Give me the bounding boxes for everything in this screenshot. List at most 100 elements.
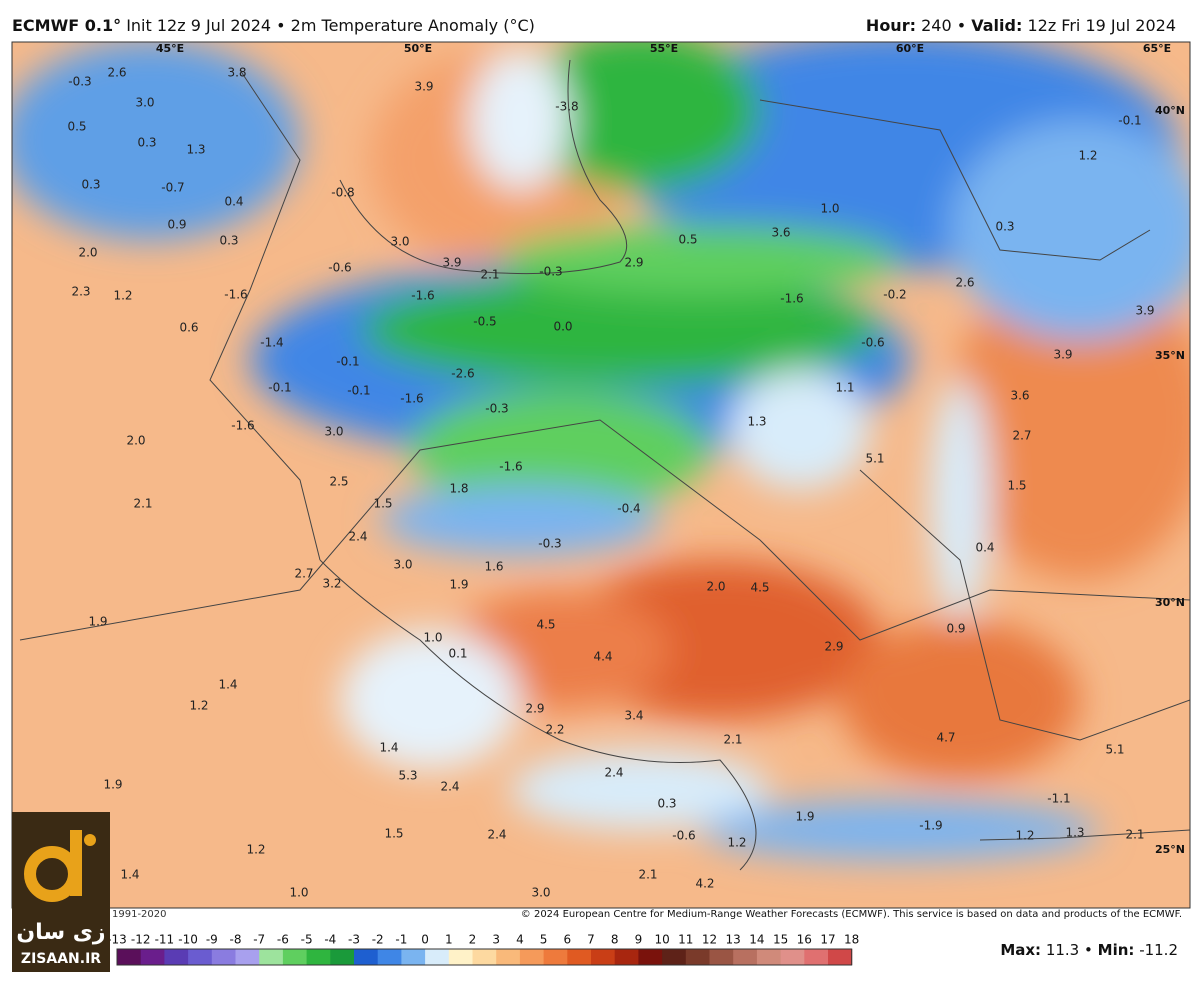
anomaly-label: 1.9: [88, 615, 107, 629]
latitude-label: 30°N: [1155, 596, 1185, 609]
colorbar-swatch: [519, 949, 545, 965]
anomaly-label: 2.9: [624, 256, 643, 270]
anomaly-label: 3.0: [135, 96, 154, 110]
anomaly-label: -0.8: [331, 186, 354, 200]
anomaly-label: 2.7: [1012, 429, 1031, 443]
anomaly-label: 3.2: [322, 577, 341, 591]
colorbar-tick-label: 7: [587, 933, 595, 947]
anomaly-label: -0.5: [473, 315, 496, 329]
anomaly-label: 1.9: [103, 778, 122, 792]
anomaly-label: -1.6: [780, 292, 803, 306]
anomaly-label: 1.2: [1078, 149, 1097, 163]
colorbar-swatch: [733, 949, 758, 965]
anomaly-label: 2.0: [78, 246, 97, 260]
anomaly-label: 2.4: [487, 828, 506, 842]
anomaly-label: 0.0: [553, 320, 572, 334]
stats: Max: 11.3 • Min: -11.2: [1000, 941, 1178, 959]
anomaly-label: 2.1: [638, 868, 657, 882]
anomaly-label: 1.0: [289, 886, 308, 900]
anomaly-label: 1.1: [835, 381, 854, 395]
colorbar-tick-label: 15: [773, 933, 788, 947]
anomaly-label: 0.3: [995, 220, 1014, 234]
min-label: Min:: [1097, 941, 1135, 959]
colorbar-swatch: [756, 949, 782, 965]
colorbar-swatch: [472, 949, 497, 965]
colorbar-tick-label: -11: [155, 933, 175, 947]
anomaly-label: 4.4: [593, 650, 612, 664]
colorbar-tick-label: 12: [702, 933, 717, 947]
anomaly-label: 5.1: [865, 452, 884, 466]
colorbar-swatch: [282, 949, 308, 965]
colorbar-swatch: [330, 949, 355, 965]
climate-period: 1991-2020: [112, 909, 167, 920]
anomaly-label: -1.6: [231, 419, 254, 433]
colorbar-swatch: [591, 949, 616, 965]
colorbar-swatch: [188, 949, 213, 965]
valid-label: Valid:: [971, 16, 1023, 35]
anomaly-label: -0.6: [672, 829, 695, 843]
anomaly-label: 0.4: [224, 195, 243, 209]
colorbar-tick-label: 1: [445, 933, 453, 947]
anomaly-label: 1.8: [449, 482, 468, 496]
colorbar-tick-label: -6: [277, 933, 289, 947]
anomaly-label: 1.2: [1015, 829, 1034, 843]
copyright: © 2024 European Centre for Medium-Range …: [520, 909, 1182, 920]
longitude-label: 50°E: [404, 42, 432, 55]
anomaly-label: -0.1: [336, 355, 359, 369]
longitude-label: 45°E: [156, 42, 184, 55]
colorbar-swatch: [259, 949, 284, 965]
anomaly-label: 1.3: [1065, 826, 1084, 840]
anomaly-label: 3.6: [1010, 389, 1029, 403]
anomaly-label: 4.5: [536, 618, 555, 632]
valid-value: 12z Fri 19 Jul 2024: [1027, 16, 1176, 35]
anomaly-label: -3.8: [555, 100, 578, 114]
colorbar-tick-label: -13: [107, 933, 127, 947]
anomaly-label: -1.6: [499, 460, 522, 474]
max-label: Max:: [1000, 941, 1042, 959]
anomaly-label: 1.2: [246, 843, 265, 857]
colorbar-swatch: [662, 949, 687, 965]
anomaly-label: -0.6: [861, 336, 884, 350]
colorbar-swatch: [804, 949, 829, 965]
anomaly-label: -0.7: [161, 181, 184, 195]
anomaly-label: 2.0: [706, 580, 725, 594]
anomaly-label: 2.6: [955, 276, 974, 290]
colorbar-tick-label: 5: [540, 933, 548, 947]
colorbar-swatch: [306, 949, 331, 965]
anomaly-label: 3.4: [624, 709, 643, 723]
colorbar-tick-label: -9: [206, 933, 218, 947]
anomaly-label: -0.3: [485, 402, 508, 416]
anomaly-label: 1.5: [1007, 479, 1026, 493]
anomaly-label: 3.9: [414, 80, 433, 94]
anomaly-label: -0.3: [538, 537, 561, 551]
anomaly-label: 4.5: [750, 581, 769, 595]
longitude-label: 65°E: [1143, 42, 1171, 55]
colorbar-tick-label: 16: [797, 933, 812, 947]
logo-text-en: ZISAAN.IR: [20, 951, 102, 967]
colorbar-tick-label: 18: [844, 933, 859, 947]
borders: [19, 59, 1190, 871]
colorbar-tick-label: 6: [563, 933, 571, 947]
colorbar-swatch: [496, 949, 521, 965]
colorbar-tick-label: -12: [131, 933, 151, 947]
anomaly-label: -0.1: [268, 381, 291, 395]
anomaly-label: 0.3: [137, 136, 156, 150]
anomaly-label: 3.0: [390, 235, 409, 249]
colorbar-tick-label: 11: [678, 933, 693, 947]
anomaly-label: 4.2: [695, 877, 714, 891]
anomaly-label: 2.5: [329, 475, 348, 489]
header-left: ECMWF 0.1° Init 12z 9 Jul 2024 • 2m Temp…: [12, 16, 535, 35]
anomaly-label: 2.1: [723, 733, 742, 747]
anomaly-label: -1.6: [400, 392, 423, 406]
colorbar-swatch: [780, 949, 805, 965]
colorbar-tick-label: -1: [395, 933, 407, 947]
longitude-label: 55°E: [650, 42, 678, 55]
anomaly-label: -0.3: [68, 75, 91, 89]
latitude-label: 35°N: [1155, 349, 1185, 362]
anomaly-label: 1.4: [218, 678, 237, 692]
anomaly-label: 2.0: [126, 434, 145, 448]
map-frame: [11, 41, 1191, 909]
anomaly-label: 2.1: [133, 497, 152, 511]
